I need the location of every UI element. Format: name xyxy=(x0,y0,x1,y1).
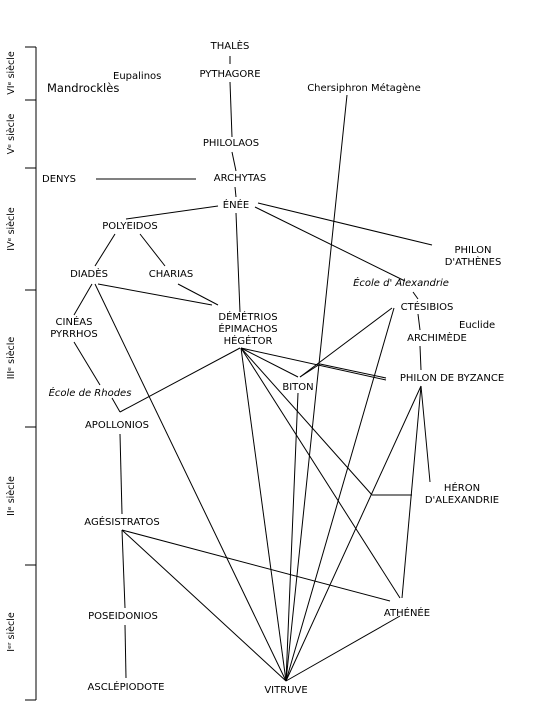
edge xyxy=(417,313,421,331)
node-ecole-rhodes: École de Rhodes xyxy=(48,388,132,399)
edge xyxy=(419,345,422,371)
node-athenee: ATHÉNÉE xyxy=(383,608,431,619)
edge xyxy=(231,151,237,172)
edge xyxy=(240,347,287,682)
century-label-1: Iᵉʳ siècle xyxy=(6,612,17,652)
node-hegetor: HÉGÉTOR xyxy=(223,336,273,347)
edge xyxy=(125,205,219,220)
node-philon-athenes: PHILON D'ATHÈNES xyxy=(445,245,502,269)
edge xyxy=(121,529,126,609)
node-cineas: CINÉAS xyxy=(55,317,93,328)
century-label-4: IVᵉ siècle xyxy=(6,207,17,251)
node-diades: DIADÈS xyxy=(70,269,108,280)
node-archimede: ARCHIMÈDE xyxy=(407,333,467,344)
edge xyxy=(235,212,241,313)
edge xyxy=(111,397,121,413)
edge xyxy=(94,283,287,682)
century-label-3: IIIᵉ siècle xyxy=(6,336,17,380)
edge xyxy=(240,347,387,381)
edge xyxy=(229,81,233,138)
edge xyxy=(240,347,299,378)
node-euclide: Euclide xyxy=(459,320,496,331)
edge xyxy=(177,283,219,306)
node-philolaos: PHILOLAOS xyxy=(202,138,260,149)
node-heron: HÉRON D'ALEXANDRIE xyxy=(425,483,499,507)
node-philon-athenes-line1: PHILON xyxy=(454,245,492,256)
node-cineas-pyrrhos: CINÉAS PYRRHOS xyxy=(50,317,98,341)
edge xyxy=(124,624,127,679)
node-apollonios: APOLLONIOS xyxy=(84,420,150,431)
edge xyxy=(257,202,433,246)
century-label-5: Vᵉ siècle xyxy=(6,113,17,155)
node-asclepiodote: ASCLÉPIODOTE xyxy=(87,682,165,693)
node-charias: CHARIAS xyxy=(148,269,194,280)
node-ecole-alexandrie: École d' Alexandrie xyxy=(353,278,449,289)
edge xyxy=(285,615,401,682)
century-label-6: VIᵉ siècle xyxy=(6,51,17,95)
edge xyxy=(240,347,373,496)
node-polyeidos: POLYEIDOS xyxy=(102,221,158,232)
edge xyxy=(285,392,299,682)
node-archytas: ARCHYTAS xyxy=(213,173,267,184)
node-philon-byzance: PHILON DE BYZANCE xyxy=(399,373,505,384)
node-ctesibios: CTÉSIBIOS xyxy=(400,302,454,313)
node-eupalinos: Eupalinos xyxy=(113,71,162,82)
edge xyxy=(412,291,419,300)
edge xyxy=(254,206,406,282)
edge xyxy=(119,347,241,413)
edge xyxy=(299,307,393,378)
edge xyxy=(121,529,287,682)
node-epimachos: ÉPIMACHOS xyxy=(218,324,278,335)
node-demetrios-group: DÉMÉTRIOS ÉPIMACHOS HÉGÉTOR xyxy=(218,312,277,348)
node-demetrios: DÉMÉTRIOS xyxy=(218,312,278,323)
node-philon-athenes-line2: D'ATHÈNES xyxy=(444,257,502,268)
edge xyxy=(139,233,166,267)
node-mandrocles: Mandrocklès xyxy=(47,81,120,95)
edge xyxy=(73,283,93,316)
node-denys: DENYS xyxy=(42,174,76,185)
edge xyxy=(240,347,401,599)
edge xyxy=(73,341,101,386)
century-label-2: IIᵉ siècle xyxy=(6,476,17,516)
edge xyxy=(299,363,321,378)
node-thales: THALÈS xyxy=(210,41,250,52)
node-agesistratos: AGÉSISTRATOS xyxy=(84,517,160,528)
edge xyxy=(234,186,237,198)
node-enee: ÉNÉE xyxy=(222,200,250,211)
edge xyxy=(285,94,348,682)
node-pyrrhos: PYRRHOS xyxy=(50,329,98,340)
node-heron-line1: HÉRON xyxy=(443,483,481,494)
node-chersiphron: Chersiphron Métagène xyxy=(307,83,421,94)
edge xyxy=(97,283,213,306)
node-poseidonios: POSEIDONIOS xyxy=(88,611,158,622)
edge xyxy=(401,385,422,599)
edge xyxy=(121,529,391,602)
edge xyxy=(285,385,422,682)
node-vitruve: VITRUVE xyxy=(264,685,308,696)
edge xyxy=(94,233,116,267)
node-pythagore: PYTHAGORE xyxy=(199,69,261,80)
edge xyxy=(420,385,431,483)
edge xyxy=(319,363,387,379)
node-heron-line2: D'ALEXANDRIE xyxy=(424,495,500,506)
node-biton: BITON xyxy=(282,382,314,393)
edge xyxy=(119,433,123,515)
edge xyxy=(285,307,395,682)
